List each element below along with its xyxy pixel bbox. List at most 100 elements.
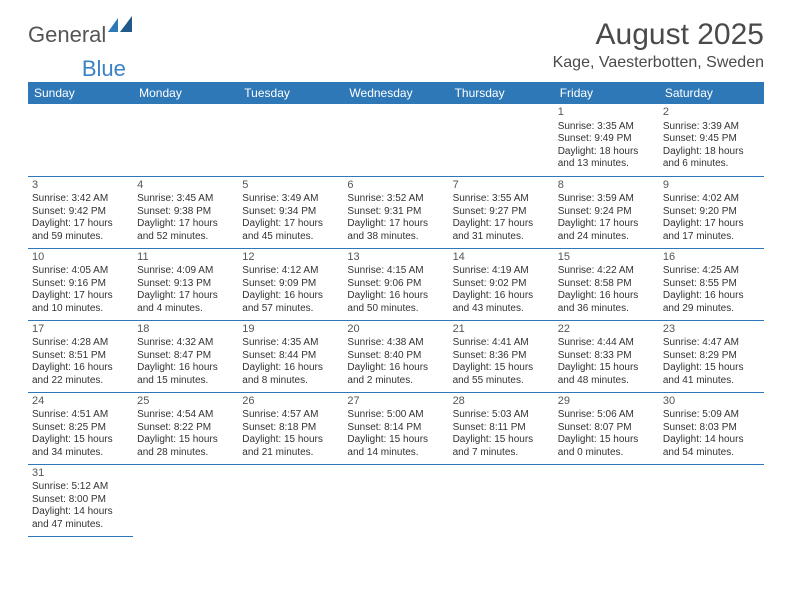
calendar-empty-cell xyxy=(343,464,448,536)
sunset-text: Sunset: 8:00 PM xyxy=(32,494,129,507)
daylight-text: Daylight: 14 hours and 47 minutes. xyxy=(32,506,129,531)
calendar-week-row: 24Sunrise: 4:51 AMSunset: 8:25 PM Dayligh… xyxy=(28,392,764,464)
logo-word1: General xyxy=(28,22,106,48)
day-number: 4 xyxy=(137,179,234,193)
sunrise-text: Sunrise: 4:02 AM xyxy=(663,193,760,206)
sunset-text: Sunset: 9:31 PM xyxy=(347,206,444,219)
sunset-text: Sunset: 8:29 PM xyxy=(663,350,760,363)
month-title: August 2025 xyxy=(553,18,764,52)
day-header-cell: Thursday xyxy=(449,82,554,104)
calendar-day-cell: 5Sunrise: 3:49 AMSunset: 9:34 PMDaylight… xyxy=(238,176,343,248)
day-number: 24 xyxy=(32,395,129,409)
day-number: 23 xyxy=(663,323,760,337)
sunset-text: Sunset: 9:02 PM xyxy=(453,278,550,291)
calendar-day-cell: 31Sunrise: 5:12 AMSunset: 8:00 PMDayligh… xyxy=(28,464,133,536)
daylight-text: Daylight: 17 hours and 45 minutes. xyxy=(242,218,339,243)
daylight-text: Daylight: 17 hours and 31 minutes. xyxy=(453,218,550,243)
calendar-day-cell: 16Sunrise: 4:25 AMSunset: 8:55 PMDayligh… xyxy=(659,248,764,320)
sunrise-text: Sunrise: 3:55 AM xyxy=(453,193,550,206)
day-number: 2 xyxy=(663,106,760,120)
calendar-day-cell: 9Sunrise: 4:02 AMSunset: 9:20 PMDaylight… xyxy=(659,176,764,248)
sunrise-text: Sunrise: 4:41 AM xyxy=(453,337,550,350)
sunrise-text: Sunrise: 5:12 AM xyxy=(32,481,129,494)
sunset-text: Sunset: 8:11 PM xyxy=(453,422,550,435)
calendar-week-row: 17Sunrise: 4:28 AMSunset: 8:51 PMDayligh… xyxy=(28,320,764,392)
day-number: 21 xyxy=(453,323,550,337)
calendar-empty-cell xyxy=(133,104,238,176)
sunset-text: Sunset: 9:06 PM xyxy=(347,278,444,291)
calendar-day-cell: 24Sunrise: 4:51 AMSunset: 8:25 PMDayligh… xyxy=(28,392,133,464)
daylight-text: Daylight: 17 hours and 24 minutes. xyxy=(558,218,655,243)
day-header-cell: Friday xyxy=(554,82,659,104)
calendar-day-cell: 8Sunrise: 3:59 AMSunset: 9:24 PMDaylight… xyxy=(554,176,659,248)
day-number: 25 xyxy=(137,395,234,409)
day-number: 1 xyxy=(558,106,655,120)
daylight-text: Daylight: 15 hours and 48 minutes. xyxy=(558,362,655,387)
day-number: 8 xyxy=(558,179,655,193)
day-number: 15 xyxy=(558,251,655,265)
calendar-day-cell: 12Sunrise: 4:12 AMSunset: 9:09 PMDayligh… xyxy=(238,248,343,320)
calendar-day-cell: 21Sunrise: 4:41 AMSunset: 8:36 PMDayligh… xyxy=(449,320,554,392)
daylight-text: Daylight: 16 hours and 29 minutes. xyxy=(663,290,760,315)
sunrise-text: Sunrise: 4:44 AM xyxy=(558,337,655,350)
day-number: 18 xyxy=(137,323,234,337)
daylight-text: Daylight: 15 hours and 55 minutes. xyxy=(453,362,550,387)
calendar-empty-cell xyxy=(238,104,343,176)
daylight-text: Daylight: 17 hours and 17 minutes. xyxy=(663,218,760,243)
sunrise-text: Sunrise: 5:06 AM xyxy=(558,409,655,422)
day-number: 19 xyxy=(242,323,339,337)
daylight-text: Daylight: 16 hours and 36 minutes. xyxy=(558,290,655,315)
day-number: 29 xyxy=(558,395,655,409)
sunset-text: Sunset: 9:49 PM xyxy=(558,133,655,146)
sunrise-text: Sunrise: 4:47 AM xyxy=(663,337,760,350)
sunrise-text: Sunrise: 4:22 AM xyxy=(558,265,655,278)
daylight-text: Daylight: 15 hours and 14 minutes. xyxy=(347,434,444,459)
day-number: 6 xyxy=(347,179,444,193)
title-block: August 2025 Kage, Vaesterbotten, Sweden xyxy=(553,18,764,72)
sunrise-text: Sunrise: 4:12 AM xyxy=(242,265,339,278)
sunset-text: Sunset: 9:42 PM xyxy=(32,206,129,219)
sunrise-text: Sunrise: 4:51 AM xyxy=(32,409,129,422)
daylight-text: Daylight: 16 hours and 15 minutes. xyxy=(137,362,234,387)
sunset-text: Sunset: 9:20 PM xyxy=(663,206,760,219)
sunrise-text: Sunrise: 4:28 AM xyxy=(32,337,129,350)
calendar-day-cell: 26Sunrise: 4:57 AMSunset: 8:18 PMDayligh… xyxy=(238,392,343,464)
sunrise-text: Sunrise: 4:15 AM xyxy=(347,265,444,278)
sunset-text: Sunset: 8:51 PM xyxy=(32,350,129,363)
day-number: 30 xyxy=(663,395,760,409)
day-header-cell: Saturday xyxy=(659,82,764,104)
daylight-text: Daylight: 15 hours and 7 minutes. xyxy=(453,434,550,459)
calendar-day-cell: 29Sunrise: 5:06 AMSunset: 8:07 PMDayligh… xyxy=(554,392,659,464)
sunset-text: Sunset: 8:36 PM xyxy=(453,350,550,363)
sunrise-text: Sunrise: 4:05 AM xyxy=(32,265,129,278)
logo: General xyxy=(28,18,134,48)
calendar-day-cell: 30Sunrise: 5:09 AMSunset: 8:03 PMDayligh… xyxy=(659,392,764,464)
sunset-text: Sunset: 9:34 PM xyxy=(242,206,339,219)
day-number: 12 xyxy=(242,251,339,265)
calendar-day-cell: 4Sunrise: 3:45 AMSunset: 9:38 PMDaylight… xyxy=(133,176,238,248)
calendar-empty-cell xyxy=(238,464,343,536)
sunset-text: Sunset: 8:25 PM xyxy=(32,422,129,435)
sunrise-text: Sunrise: 4:32 AM xyxy=(137,337,234,350)
sunrise-text: Sunrise: 3:49 AM xyxy=(242,193,339,206)
location-text: Kage, Vaesterbotten, Sweden xyxy=(553,54,764,72)
sunrise-text: Sunrise: 5:09 AM xyxy=(663,409,760,422)
day-number: 16 xyxy=(663,251,760,265)
sunset-text: Sunset: 9:27 PM xyxy=(453,206,550,219)
day-number: 10 xyxy=(32,251,129,265)
daylight-text: Daylight: 14 hours and 54 minutes. xyxy=(663,434,760,459)
calendar-day-cell: 22Sunrise: 4:44 AMSunset: 8:33 PMDayligh… xyxy=(554,320,659,392)
day-header-cell: Monday xyxy=(133,82,238,104)
sunset-text: Sunset: 8:40 PM xyxy=(347,350,444,363)
day-number: 28 xyxy=(453,395,550,409)
calendar-day-cell: 27Sunrise: 5:00 AMSunset: 8:14 PMDayligh… xyxy=(343,392,448,464)
sunset-text: Sunset: 8:14 PM xyxy=(347,422,444,435)
calendar-header-row: SundayMondayTuesdayWednesdayThursdayFrid… xyxy=(28,82,764,104)
sunrise-text: Sunrise: 4:57 AM xyxy=(242,409,339,422)
calendar-empty-cell xyxy=(449,464,554,536)
sunrise-text: Sunrise: 3:52 AM xyxy=(347,193,444,206)
calendar-empty-cell xyxy=(554,464,659,536)
calendar-day-cell: 3Sunrise: 3:42 AMSunset: 9:42 PMDaylight… xyxy=(28,176,133,248)
sunset-text: Sunset: 9:38 PM xyxy=(137,206,234,219)
calendar-day-cell: 6Sunrise: 3:52 AMSunset: 9:31 PMDaylight… xyxy=(343,176,448,248)
